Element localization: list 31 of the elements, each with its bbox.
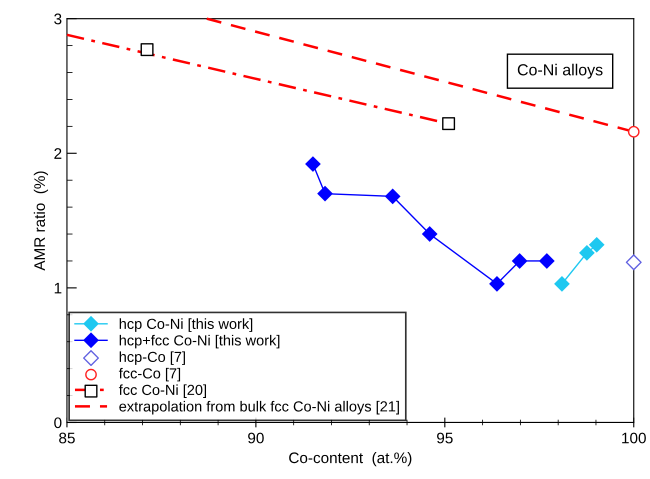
point [626, 254, 642, 270]
point [442, 117, 456, 130]
point [422, 226, 438, 242]
legend-label: fcc Co-Ni [20] [118, 384, 206, 398]
point [628, 126, 640, 138]
y-tick-label: 0 [54, 417, 62, 428]
annotation: Co-Ni alloys [518, 64, 603, 79]
point [385, 188, 400, 204]
x-tick-label: 100 [622, 432, 646, 444]
point [489, 276, 505, 292]
point [317, 186, 333, 202]
point [140, 43, 154, 56]
point [305, 156, 321, 172]
x-tick-label: 90 [248, 432, 264, 444]
point [539, 253, 554, 269]
point [554, 276, 570, 292]
legend-label: hcp Co-Ni [this work] [120, 318, 252, 332]
legend-label: hcp+fcc Co-Ni [this work] [120, 334, 280, 348]
legend-label: extrapolation from bulk fcc Co-Ni alloys [21] [119, 400, 399, 414]
point [589, 237, 604, 252]
x-tick-label: 95 [437, 432, 453, 444]
x-axis-title: Co-content (at.%) [289, 452, 412, 466]
y-axis-title: AMR ratio (%) [34, 171, 48, 271]
point [512, 253, 528, 269]
legend-label: hcp-Co [7] [120, 351, 185, 365]
legend-label: fcc-Co [7] [118, 368, 180, 382]
point [579, 245, 594, 260]
x-tick-label: 85 [59, 432, 75, 444]
y-tick-label: 1 [54, 282, 62, 294]
y-tick-label: 2 [54, 148, 62, 159]
y-tick-label: 3 [54, 14, 62, 24]
